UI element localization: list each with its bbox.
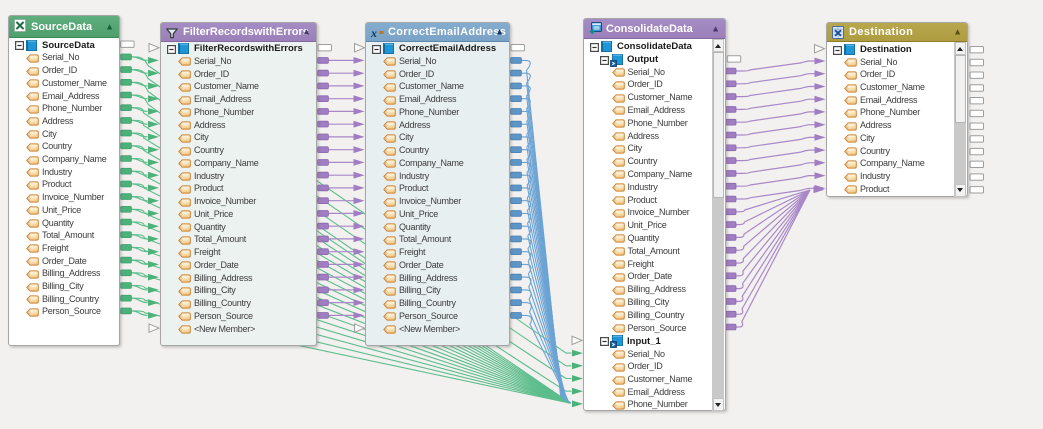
svg-text:x: x bbox=[371, 27, 377, 39]
